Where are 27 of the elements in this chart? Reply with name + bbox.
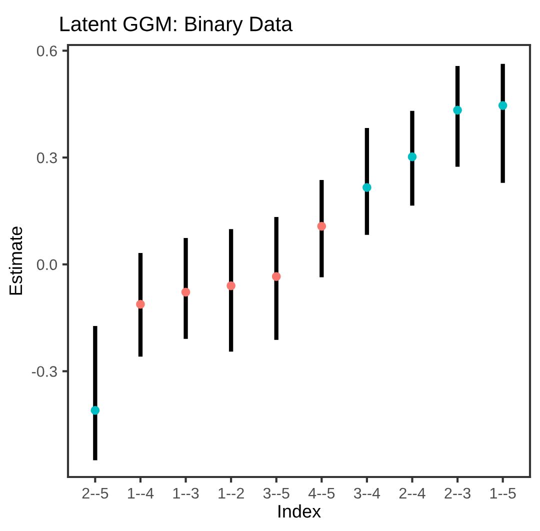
chart-title: Latent GGM: Binary Data [60, 16, 293, 36]
point [453, 106, 462, 115]
point [272, 272, 281, 281]
point [362, 183, 372, 192]
x-tick-label: 2--4 [399, 488, 426, 498]
x-tick-label: 1--4 [128, 488, 154, 498]
y-tick-label: 0.0 [36, 259, 57, 270]
x-axis-title: Index [278, 504, 321, 518]
x-tick-label: 1--2 [218, 488, 244, 498]
point [136, 300, 145, 309]
x-tick-label: 1--5 [490, 488, 516, 499]
y-tick-label: -0.3 [32, 366, 57, 377]
y-tick-label: 0.3 [36, 152, 57, 164]
y-axis-title: Estimate [8, 226, 22, 295]
x-tick-label: 3--5 [263, 488, 290, 499]
x-tick-label: 2--5 [82, 488, 108, 499]
x-tick-label: 2--3 [444, 488, 470, 499]
point [498, 101, 508, 110]
x-tick-label: 3--4 [354, 488, 380, 499]
point [226, 281, 236, 290]
y-tick-label: 0.6 [36, 46, 57, 56]
point [90, 406, 100, 415]
point [181, 288, 190, 297]
x-tick-label: 1--3 [173, 488, 199, 499]
point [408, 152, 417, 162]
x-tick-label: 4--5 [308, 488, 335, 499]
point [317, 222, 326, 231]
